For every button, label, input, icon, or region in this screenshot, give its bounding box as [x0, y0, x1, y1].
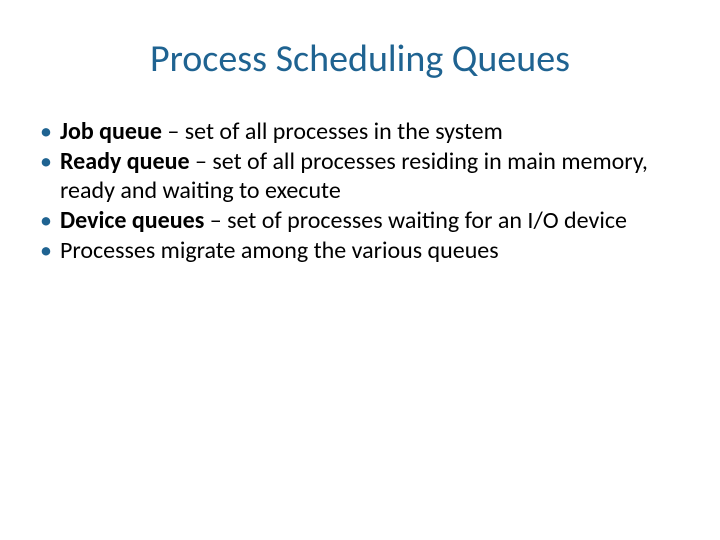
list-item: Job queue – set of all processes in the …	[38, 118, 680, 146]
bullet-bold: Device queues	[60, 206, 204, 235]
bullet-bold: Ready queue	[60, 147, 190, 176]
list-item: Processes migrate among the various queu…	[38, 237, 680, 265]
slide: Process Scheduling Queues Job queue – se…	[0, 0, 720, 540]
slide-title: Process Scheduling Queues	[0, 36, 720, 82]
bullet-bold: Job queue	[60, 117, 162, 146]
bullet-text: Processes migrate among the various queu…	[60, 236, 499, 265]
list-item: Device queues – set of processes waiting…	[38, 207, 680, 235]
bullet-list: Job queue – set of all processes in the …	[38, 118, 680, 266]
list-item: Ready queue – set of all processes resid…	[38, 148, 680, 205]
bullet-text: – set of all processes in the system	[162, 117, 503, 146]
bullet-text: – set of processes waiting for an I/O de…	[204, 206, 627, 235]
slide-body: Job queue – set of all processes in the …	[38, 118, 680, 268]
